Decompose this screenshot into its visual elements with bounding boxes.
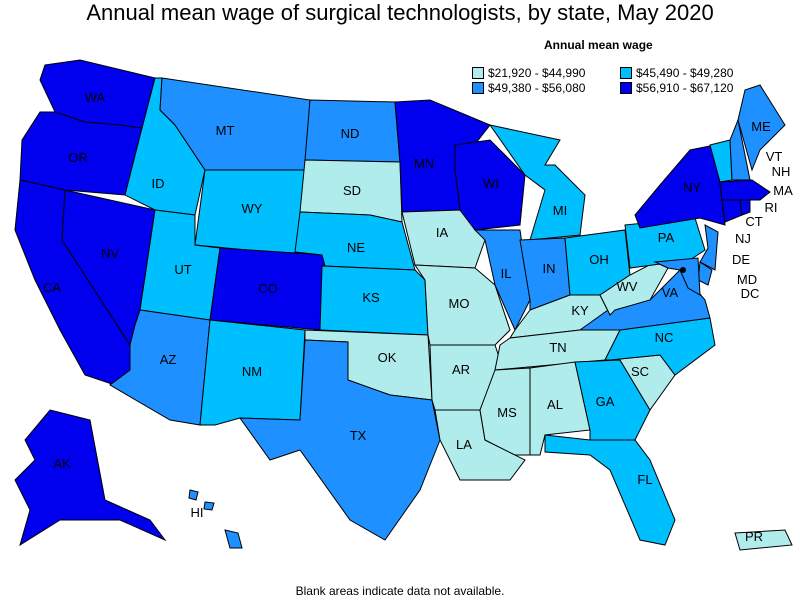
state-label-AZ: AZ (160, 352, 177, 367)
state-HI[interactable] (224, 529, 243, 549)
state-label-NY: NY (683, 180, 701, 195)
state-label-IN: IN (543, 261, 556, 276)
state-label-DE: DE (732, 252, 750, 267)
state-MD[interactable] (653, 257, 701, 296)
state-label-OR: OR (68, 150, 88, 165)
state-label-WY: WY (242, 201, 263, 216)
state-ME[interactable] (737, 84, 786, 172)
state-label-WI: WI (483, 176, 499, 191)
legend-item-tier-3: $56,910 - $67,120 (620, 81, 733, 95)
state-label-ID: ID (152, 176, 165, 191)
state-label-IL: IL (501, 266, 512, 281)
state-MI[interactable] (488, 124, 586, 241)
state-label-AL: AL (547, 397, 563, 412)
state-label-MS: MS (497, 405, 517, 420)
legend-item-tier-0: $21,920 - $44,990 (472, 66, 585, 80)
dc-marker (680, 267, 686, 273)
legend-swatch (472, 67, 484, 79)
state-NJ[interactable] (699, 224, 719, 271)
state-label-OH: OH (589, 252, 609, 267)
state-CT[interactable] (721, 199, 743, 223)
state-NY[interactable] (634, 144, 726, 229)
state-label-WA: WA (85, 90, 106, 105)
state-label-SD: SD (343, 183, 361, 198)
state-IA[interactable] (401, 209, 486, 269)
state-label-MD: MD (737, 272, 757, 287)
state-label-LA: LA (456, 437, 472, 452)
state-label-GA: GA (596, 394, 615, 409)
legend-swatch (620, 82, 632, 94)
state-label-NJ: NJ (735, 231, 751, 246)
legend-swatch (472, 82, 484, 94)
state-label-CA: CA (43, 280, 61, 295)
state-label-MI: MI (553, 203, 567, 218)
legend-label: $56,910 - $67,120 (636, 81, 734, 95)
state-FL[interactable] (544, 434, 676, 546)
state-label-PR: PR (745, 529, 763, 544)
legend-label: $21,920 - $44,990 (488, 66, 586, 80)
state-label-NC: NC (655, 330, 674, 345)
state-label-OK: OK (378, 350, 397, 365)
state-label-CT: CT (745, 214, 762, 229)
state-label-MO: MO (449, 296, 470, 311)
state-MA[interactable] (719, 179, 771, 201)
state-label-MT: MT (216, 123, 235, 138)
state-label-WV: WV (617, 279, 638, 294)
state-label-NV: NV (101, 246, 119, 261)
state-label-ND: ND (341, 126, 360, 141)
legend-item-tier-2: $49,380 - $56,080 (472, 81, 585, 95)
state-label-FL: FL (637, 472, 652, 487)
state-HI-2[interactable] (188, 489, 199, 501)
state-AK[interactable] (14, 409, 167, 547)
state-label-UT: UT (174, 262, 191, 277)
state-WI[interactable] (454, 139, 526, 231)
state-label-DC: DC (741, 286, 760, 301)
state-label-AR: AR (452, 362, 470, 377)
state-label-VT: VT (766, 149, 783, 164)
state-PR[interactable] (734, 529, 793, 551)
legend-item-tier-1: $45,490 - $49,280 (620, 66, 733, 80)
state-label-RI: RI (765, 200, 778, 215)
legend-label: $45,490 - $49,280 (636, 66, 734, 80)
state-label-NE: NE (347, 240, 365, 255)
state-label-CO: CO (258, 281, 278, 296)
state-label-VA: VA (662, 285, 679, 300)
state-HI-3[interactable] (203, 501, 215, 511)
legend-label: $49,380 - $56,080 (488, 81, 586, 95)
state-label-TN: TN (549, 340, 566, 355)
state-label-HI: HI (191, 505, 204, 520)
state-label-KY: KY (571, 303, 589, 318)
state-label-ME: ME (751, 119, 771, 134)
legend-swatch (620, 67, 632, 79)
legend-title: Annual mean wage (544, 38, 653, 52)
state-label-PA: PA (658, 230, 675, 245)
state-label-AK: AK (53, 456, 71, 471)
state-label-NM: NM (242, 364, 262, 379)
state-label-IA: IA (436, 225, 449, 240)
state-label-KS: KS (362, 290, 380, 305)
state-TX[interactable] (239, 339, 441, 541)
state-label-TX: TX (350, 428, 367, 443)
map-title: Annual mean wage of surgical technologis… (86, 0, 714, 25)
state-WV[interactable] (599, 261, 669, 316)
footnote: Blank areas indicate data not available. (295, 584, 505, 598)
state-label-SC: SC (631, 364, 649, 379)
state-label-MN: MN (414, 156, 434, 171)
state-label-MA: MA (773, 183, 793, 198)
state-label-NH: NH (772, 164, 791, 179)
state-RI[interactable] (739, 199, 751, 216)
